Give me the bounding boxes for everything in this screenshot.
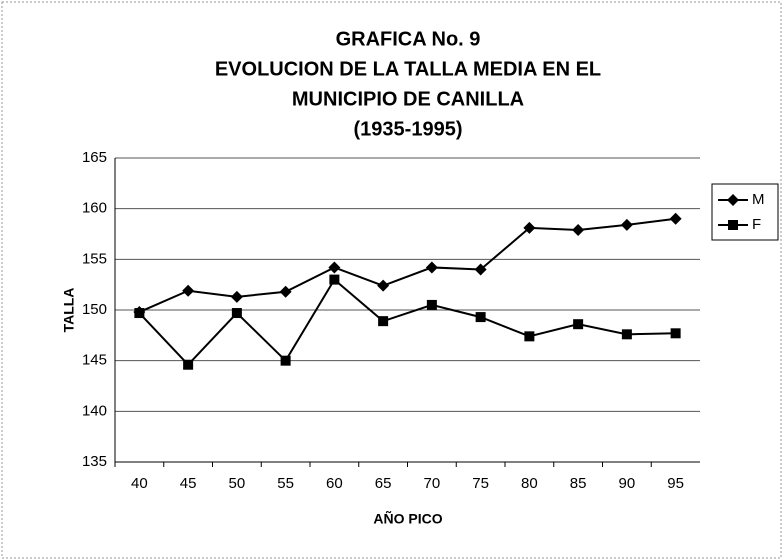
point [230,290,243,303]
x-tick-label: 40 [131,475,148,492]
x-tick-label: 80 [521,475,538,492]
point [669,212,682,225]
legend-box [711,183,779,241]
y-tick-label: 145 [82,352,107,369]
chart-title: GRAFICA No. 9 [336,28,481,50]
series-line [138,217,676,313]
legend-marker [727,194,739,206]
point [573,319,584,330]
x-tick-label: 70 [424,475,441,492]
point [279,285,292,298]
point [474,263,487,276]
point [572,223,585,236]
point [183,359,194,370]
y-tick-label: 135 [82,453,107,470]
y-tick-label: 160 [82,200,107,217]
x-tick-label: 90 [619,475,636,492]
point [524,331,535,342]
x-tick-label: 60 [326,475,343,492]
point [280,355,291,366]
x-tick-label: 65 [375,475,392,492]
legend-marker [728,220,738,230]
point [475,312,486,323]
legend-label: M [752,191,765,208]
y-tick-label: 155 [82,250,107,267]
x-tick-label: 50 [229,475,246,492]
y-axis-label: TALLA [61,288,77,333]
y-tick-label: 150 [82,301,107,318]
point [378,316,389,327]
point [328,261,341,274]
point [377,279,390,292]
y-tick-label: 165 [82,149,107,166]
chart-title: EVOLUCION DE LA TALLA MEDIA EN EL [215,58,601,80]
y-tick-label: 140 [82,402,107,419]
x-axis-label: AÑO PICO [373,510,442,527]
x-tick-label: 95 [667,475,684,492]
point [134,308,145,319]
point [329,274,340,285]
point [670,328,681,339]
point [182,284,195,297]
point [231,308,242,319]
x-tick-label: 75 [472,475,489,492]
chart-title: (1935-1995) [354,118,463,140]
point [620,218,633,231]
chart-title: MUNICIPIO DE CANILLA [292,88,524,110]
x-tick-label: 45 [180,475,197,492]
legend-label: F [752,216,761,233]
point [426,299,437,310]
x-tick-label: 85 [570,475,587,492]
point [621,329,632,340]
x-tick-label: 55 [277,475,294,492]
series-line [138,278,676,367]
point [425,261,438,274]
point [523,221,536,234]
